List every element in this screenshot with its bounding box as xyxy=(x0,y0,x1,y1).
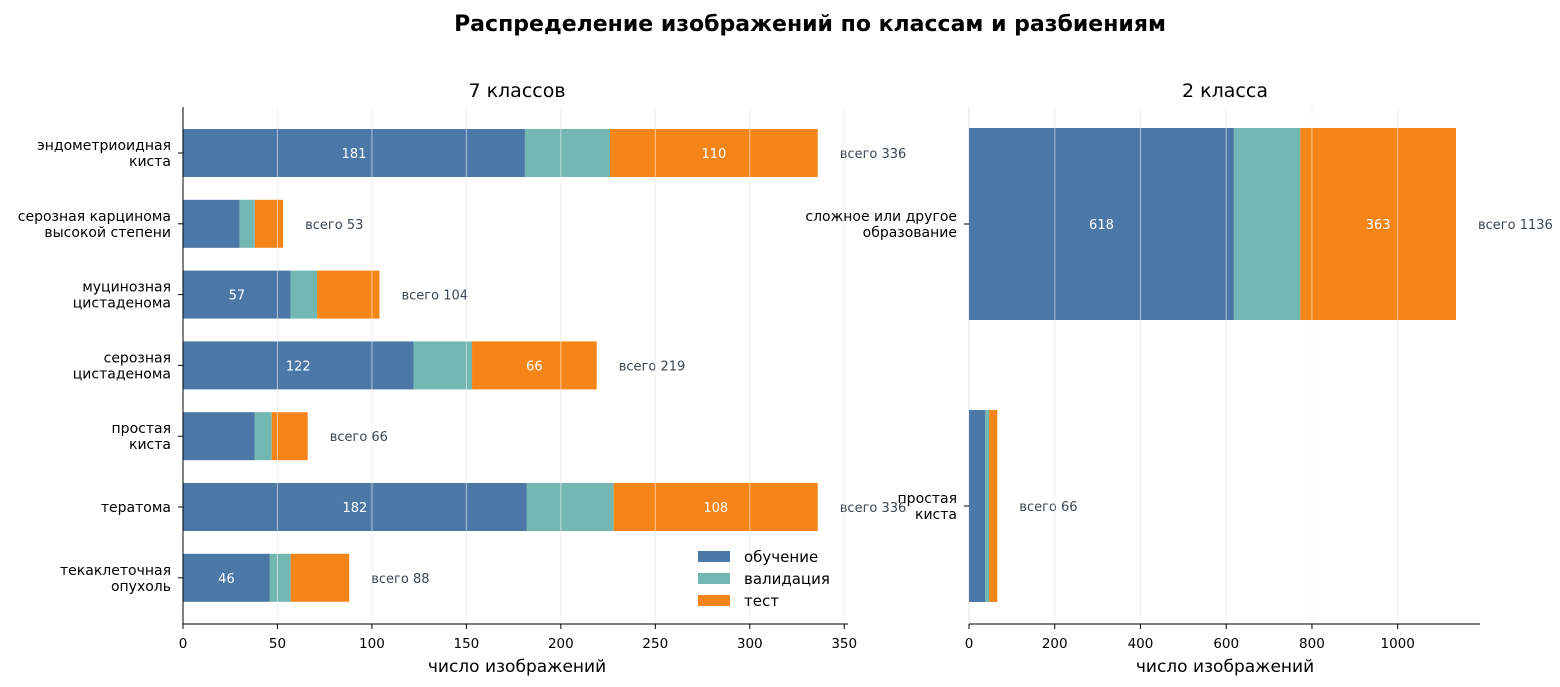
total-label: всего 53 xyxy=(305,218,363,233)
bar-val xyxy=(269,553,291,602)
bar-test xyxy=(290,553,350,602)
category-label: эндометриоидная xyxy=(37,138,171,154)
bar-test xyxy=(254,199,284,248)
x-axis-label: число изображений xyxy=(428,657,606,677)
segment-label: 46 xyxy=(218,572,235,587)
category-label: тератома xyxy=(101,500,171,516)
x-tick-label: 600 xyxy=(1213,636,1239,652)
segment-label: 181 xyxy=(342,147,367,162)
segment-label: 57 xyxy=(229,289,246,304)
category-label: муцинозная xyxy=(82,280,171,296)
bar-test xyxy=(613,483,818,531)
category-label: цистаденома xyxy=(73,296,171,312)
legend-swatch-train xyxy=(698,551,730,562)
x-tick-label: 100 xyxy=(359,636,385,652)
bar-val xyxy=(526,483,614,531)
category-label: киста xyxy=(915,507,957,523)
bar-test xyxy=(317,270,380,319)
bar-train xyxy=(969,128,1234,320)
legend-label-train: обучение xyxy=(744,548,818,566)
x-tick-label: 0 xyxy=(965,636,974,652)
legend: обучение валидация тест xyxy=(698,548,830,610)
chart-panel-2-classes: 2 класса 618 363 всего 1136 сложное или друг… xyxy=(805,80,1552,677)
x-tick-label: 300 xyxy=(737,636,763,652)
category-label: образование xyxy=(863,225,957,241)
legend-label-val: валидация xyxy=(744,570,830,588)
category-label: серозная xyxy=(104,350,171,366)
bar-val xyxy=(290,270,318,319)
bar-val xyxy=(413,341,473,390)
x-tick-label: 350 xyxy=(831,636,857,652)
category-label: простая xyxy=(112,421,171,437)
bar-val xyxy=(524,129,610,177)
bar-train xyxy=(183,129,525,177)
category-label: простая xyxy=(898,491,957,507)
figure-title: Распределение изображений по классам и р… xyxy=(454,12,1166,37)
panel-title: 2 класса xyxy=(1182,80,1268,102)
panel-title: 7 классов xyxy=(468,80,565,102)
legend-label-test: тест xyxy=(744,592,779,610)
bar-train xyxy=(183,341,414,390)
bar-val xyxy=(1233,128,1301,320)
total-label: всего 336 xyxy=(840,501,907,516)
category-label: серозная карцинома xyxy=(18,209,171,225)
segment-label: 122 xyxy=(286,359,311,374)
bar-val xyxy=(254,412,272,461)
category-label: опухоль xyxy=(111,579,171,595)
category-label: цистаденома xyxy=(73,366,171,382)
segment-label: 182 xyxy=(343,501,368,516)
bar-train xyxy=(969,410,986,602)
bar-train xyxy=(183,553,270,602)
x-axis-label: число изображений xyxy=(1136,657,1314,677)
x-tick-label: 0 xyxy=(179,636,188,652)
segment-label: 66 xyxy=(526,359,543,374)
legend-swatch-test xyxy=(698,595,730,606)
bar-test xyxy=(989,410,998,602)
total-label: всего 66 xyxy=(1019,500,1077,515)
x-tick-label: 200 xyxy=(1042,636,1068,652)
bar-test xyxy=(1300,128,1456,320)
total-label: всего 104 xyxy=(401,289,468,304)
x-tick-label: 1000 xyxy=(1381,636,1415,652)
total-label: всего 219 xyxy=(619,359,686,374)
category-label: киста xyxy=(129,154,171,170)
bar-val xyxy=(985,410,990,602)
x-tick-label: 150 xyxy=(453,636,479,652)
category-label: высокой степени xyxy=(44,225,171,241)
x-tick-label: 250 xyxy=(642,636,668,652)
bar-val xyxy=(239,199,255,248)
total-label: всего 88 xyxy=(371,572,429,587)
category-label: сложное или другое xyxy=(805,209,957,225)
segment-label: 363 xyxy=(1366,218,1391,233)
bar-test xyxy=(472,341,597,390)
segment-label: 110 xyxy=(701,147,726,162)
legend-swatch-val xyxy=(698,573,730,584)
category-label: текаклеточная xyxy=(60,563,171,579)
total-label: всего 66 xyxy=(330,430,388,445)
bar-train xyxy=(183,412,255,461)
segment-label: 618 xyxy=(1089,218,1114,233)
bar-train xyxy=(183,270,291,319)
x-tick-label: 50 xyxy=(269,636,286,652)
x-tick-label: 800 xyxy=(1299,636,1325,652)
category-label: киста xyxy=(129,437,171,453)
segment-label: 108 xyxy=(703,501,728,516)
total-label: всего 1136 xyxy=(1478,218,1553,233)
total-label: всего 336 xyxy=(840,147,907,162)
bar-test xyxy=(609,129,818,177)
bar-train xyxy=(183,199,240,248)
x-tick-label: 400 xyxy=(1128,636,1154,652)
bar-train xyxy=(183,483,527,531)
x-tick-label: 200 xyxy=(548,636,574,652)
